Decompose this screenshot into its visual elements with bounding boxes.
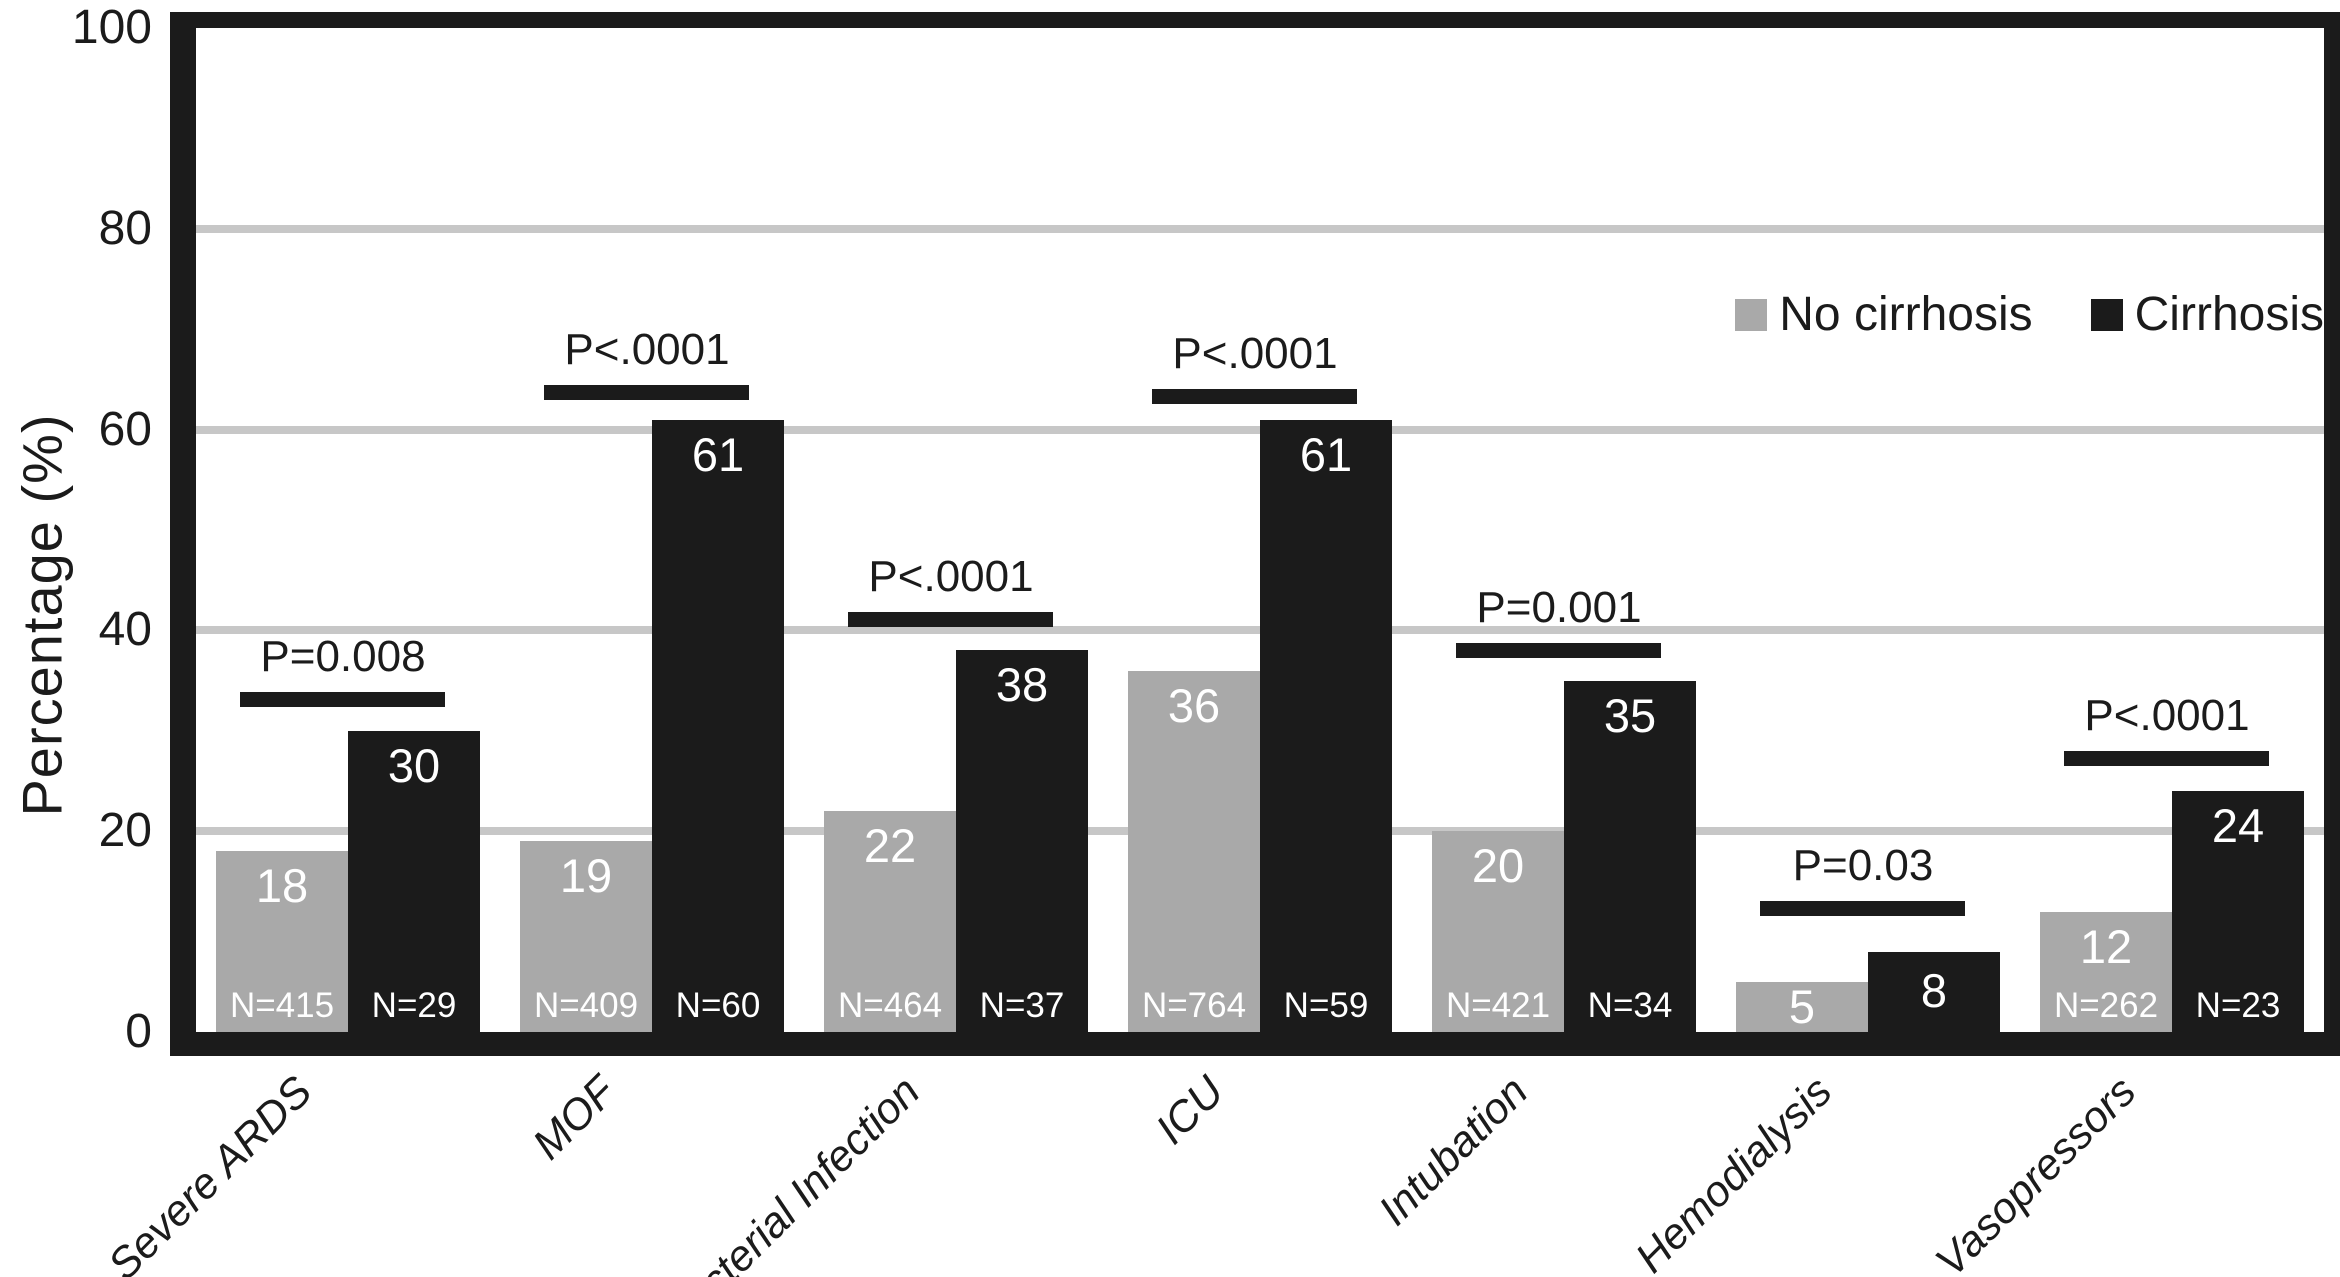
bar-n-label: N=262 (2053, 986, 2159, 1025)
bar-n-label: N=59 (1283, 986, 1369, 1025)
bar-value-label: 30 (387, 738, 441, 792)
bar-value-label: 35 (1603, 688, 1657, 742)
bars-layer: 18 N=415 30 N=29 P=0.008 19 N=409 61 N=60 P<.0001… (196, 28, 2324, 1032)
p-value-label-mof: P<.0001 (564, 325, 730, 375)
bar-n-label: N=29 (371, 986, 457, 1025)
bar-value-label: 36 (1167, 678, 1221, 732)
bar-n-label: N=464 (837, 986, 943, 1025)
bar-no-cirrhosis-vasopressors: 12 N=262 (2040, 911, 2172, 1032)
bar-n-label: N=60 (675, 986, 761, 1025)
x-label-icu: ICU (1146, 1067, 1234, 1154)
bar-n-label: N=23 (2195, 986, 2281, 1025)
bar-no-cirrhosis-mof: 19 N=409 (520, 841, 652, 1032)
x-label-mof: MOF (523, 1067, 626, 1169)
significance-line-intubation (1456, 642, 1661, 658)
x-axis-line (170, 1032, 2340, 1056)
bar-cirrhosis-icu: 61 N=59 (1260, 419, 1392, 1032)
no-cirrhosis-swatch-icon (1735, 299, 1768, 331)
y-axis-line (170, 12, 196, 1056)
gridline-80 (196, 224, 2324, 233)
y-tick-label-100: 100 (71, 1, 152, 54)
p-value-label-bacterial-infection: P<.0001 (868, 552, 1034, 602)
bar-value-label: 24 (2211, 799, 2265, 853)
bar-n-label: N=37 (979, 986, 1065, 1025)
p-value-label-intubation: P=0.001 (1476, 582, 1642, 632)
p-value-label-icu: P<.0001 (1172, 328, 1338, 378)
bar-no-cirrhosis-intubation: 20 N=421 (1432, 831, 1564, 1032)
significance-line-severe-ards (240, 691, 445, 707)
bar-cirrhosis-hemodialysis: 8 (1868, 951, 2000, 1032)
y-tick-label-80: 80 (98, 201, 152, 255)
bar-value-label: 5 (1788, 979, 1816, 1033)
bar-cirrhosis-bacterial-infection: 38 N=37 (956, 650, 1088, 1032)
x-label-intubation: Intubation (1369, 1067, 1538, 1235)
bar-no-cirrhosis-hemodialysis: 5 (1736, 979, 1868, 1033)
p-value-label-hemodialysis: P=0.03 (1792, 840, 1934, 890)
bar-value-label: 18 (255, 859, 309, 913)
bar-no-cirrhosis-bacterial-infection: 22 N=464 (824, 811, 956, 1032)
bar-value-label: 20 (1471, 839, 1525, 893)
legend-label-cirrhosis: Cirrhosis (2134, 288, 2324, 341)
bar-cirrhosis-vasopressors: 24 N=23 (2172, 791, 2304, 1032)
bar-no-cirrhosis-icu: 36 N=764 (1128, 670, 1260, 1032)
bar-cirrhosis-intubation: 35 N=34 (1564, 680, 1696, 1032)
y-tick-label-20: 20 (98, 804, 152, 858)
bar-no-cirrhosis-severe-ards: 18 N=415 (216, 851, 348, 1032)
bar-n-label: N=421 (1445, 986, 1551, 1025)
significance-line-vasopressors (2064, 750, 2269, 766)
bar-n-label: N=34 (1587, 986, 1673, 1025)
bar-value-label: 19 (559, 849, 613, 903)
p-value-label-severe-ards: P=0.008 (260, 631, 426, 681)
bar-value-label: 61 (1299, 427, 1353, 481)
significance-line-bacterial-infection (848, 612, 1053, 628)
legend-item-cirrhosis: Cirrhosis (2090, 288, 2324, 341)
y-tick-label-60: 60 (98, 402, 152, 456)
significance-line-icu (1152, 388, 1357, 404)
y-tick-label-0: 0 (125, 1005, 152, 1058)
x-label-severe-ards: Severe ARDS (99, 1067, 322, 1277)
right-frame-line (2324, 12, 2340, 1056)
x-label-bacterial-infection: Bacterial Infection (653, 1067, 930, 1277)
bar-n-label: N=409 (533, 986, 639, 1025)
legend: No cirrhosis Cirrhosis (1735, 290, 2324, 340)
x-label-hemodialysis: Hemodialysis (1626, 1067, 1842, 1277)
p-value-label-vasopressors: P<.0001 (2084, 690, 2250, 740)
significance-line-mof (544, 385, 749, 401)
y-tick-label-40: 40 (98, 603, 152, 657)
bar-n-label: N=764 (1141, 986, 1247, 1025)
legend-item-no-cirrhosis: No cirrhosis (1735, 288, 2033, 341)
bar-value-label: 61 (691, 427, 745, 481)
legend-label-no-cirrhosis: No cirrhosis (1779, 288, 2033, 341)
bar-cirrhosis-mof: 61 N=60 (652, 419, 784, 1032)
significance-line-hemodialysis (1760, 900, 1965, 916)
bar-value-label: 22 (863, 819, 917, 873)
bar-n-label: N=415 (229, 986, 335, 1025)
top-frame-line (170, 12, 2340, 28)
bar-cirrhosis-severe-ards: 30 N=29 (348, 730, 480, 1032)
bar-value-label: 8 (1920, 963, 1948, 1017)
bar-value-label: 12 (2079, 919, 2133, 973)
cirrhosis-swatch-icon (2090, 299, 2123, 331)
bar-value-label: 38 (995, 658, 1049, 712)
x-label-vasopressors: Vasopressors (1926, 1067, 2146, 1277)
